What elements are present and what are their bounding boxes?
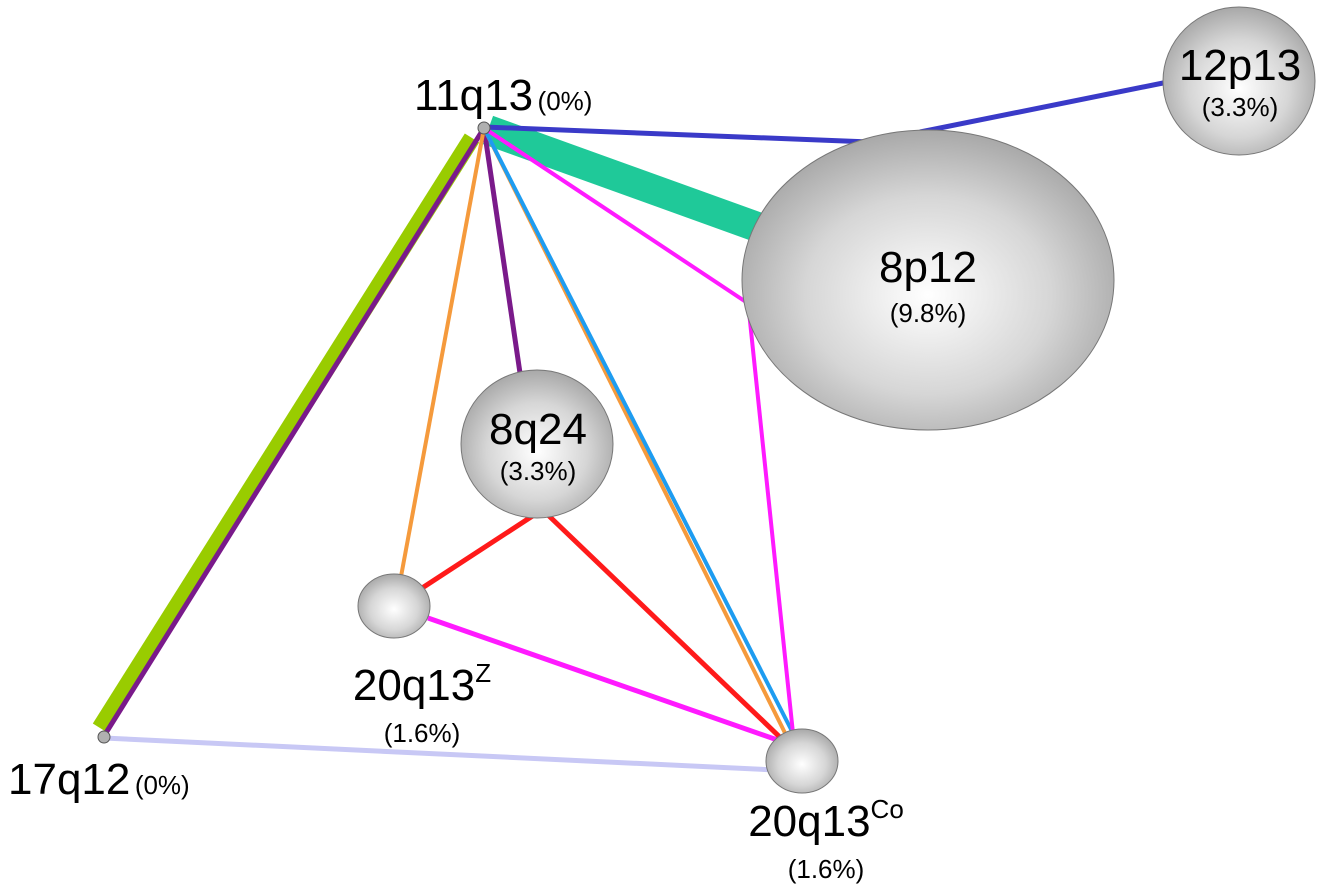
edge-11q13-8p12-blue xyxy=(483,124,871,145)
node-12p13 xyxy=(1162,6,1316,156)
node-percent: (1.6%) xyxy=(383,718,461,748)
node-name: 12p13 xyxy=(1178,41,1302,90)
edge-17q12-20q13co-lavender xyxy=(103,735,777,773)
label-20q13z: 20q13Z (1.6%) xyxy=(353,660,491,746)
edge-11q13-8p12-magenta xyxy=(482,126,748,304)
node-name: 8p12 xyxy=(879,243,977,292)
nodes xyxy=(97,6,1316,794)
edge-8p12-12p13-blue xyxy=(919,79,1169,135)
node-name: 17q12 xyxy=(8,755,131,804)
node-percent: (3.3%) xyxy=(499,456,577,486)
edge-20q13z-20q13co-magenta xyxy=(427,615,787,746)
node-percent: (0%) xyxy=(537,86,593,116)
node-percent: (9.8%) xyxy=(889,298,967,328)
node-percent: (0%) xyxy=(134,770,190,800)
node-20q13co xyxy=(765,728,839,794)
node-11q13 xyxy=(477,121,491,135)
node-name: 8q24 xyxy=(489,405,587,454)
node-superscript: Z xyxy=(475,658,492,688)
node-8q24 xyxy=(460,369,614,519)
edge-17q12-11q13-purple xyxy=(101,126,487,738)
edge-11q13-20q13z-orange xyxy=(398,127,486,583)
node-17q12 xyxy=(97,730,111,744)
node-percent: (1.6%) xyxy=(787,854,865,884)
node-20q13z xyxy=(357,573,431,639)
edge-11q13-20q13co-skyblue xyxy=(482,127,800,744)
edge-11q13-8p12-teal xyxy=(482,115,766,243)
node-name: 11q13 xyxy=(414,71,534,120)
edge-17q12-11q13-green xyxy=(92,133,480,733)
edges xyxy=(92,79,1169,773)
label-17q12: 17q12 (0%) xyxy=(8,758,190,802)
node-8p12 xyxy=(741,129,1115,431)
edge-11q13-8q24-purple xyxy=(481,127,523,374)
node-superscript: Co xyxy=(870,794,904,824)
edge-8p12-20q13co-magenta xyxy=(746,301,796,744)
edge-8q24-20q13z-red xyxy=(414,512,536,595)
label-11q13: 11q13 (0%) xyxy=(414,74,592,118)
node-name: 20q13 xyxy=(352,661,476,710)
node-percent: (3.3%) xyxy=(1201,92,1279,122)
label-8q24: 8q24 (3.3%) xyxy=(489,405,587,486)
label-12p13: 12p13 (3.3%) xyxy=(1178,41,1302,122)
node-name: 20q13 xyxy=(748,797,871,846)
edge-8q24-20q13co-red xyxy=(546,513,788,745)
label-8p12: 8p12 (9.8%) xyxy=(879,243,977,328)
label-20q13co: 20q13Co (1.6%) xyxy=(748,796,904,882)
